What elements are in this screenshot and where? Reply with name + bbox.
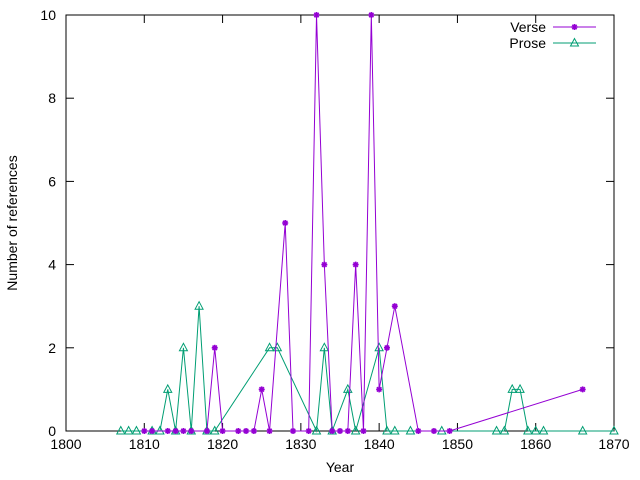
- series-prose: [115, 300, 619, 435]
- data-point-verse: [258, 386, 265, 393]
- data-point-prose: [123, 425, 134, 435]
- data-point-prose: [374, 342, 384, 352]
- data-point-verse: [266, 428, 273, 434]
- data-point-prose: [311, 425, 322, 435]
- data-point-verse: [305, 428, 312, 434]
- x-tick-label: 1850: [442, 436, 473, 452]
- data-point-prose: [515, 383, 525, 393]
- data-point-verse: [430, 428, 437, 434]
- data-point-verse: [360, 428, 367, 434]
- y-axis-label: Number of references: [4, 155, 20, 290]
- series-line-prose: [120, 306, 614, 433]
- legend-swatch-marker: [571, 24, 578, 30]
- y-tick-label: 6: [48, 173, 56, 189]
- data-point-verse: [329, 428, 336, 434]
- data-point-verse: [235, 428, 242, 434]
- data-point-prose: [155, 425, 165, 435]
- x-tick-label: 1830: [285, 436, 316, 452]
- data-point-verse: [313, 12, 320, 18]
- y-tick-label: 4: [48, 257, 56, 273]
- data-point-prose: [405, 425, 416, 435]
- data-point-verse: [219, 428, 226, 434]
- data-point-verse: [250, 428, 257, 434]
- data-point-verse: [203, 428, 210, 434]
- x-tick-label: 1860: [520, 436, 551, 452]
- data-point-verse: [149, 428, 156, 434]
- data-point-verse: [446, 428, 453, 434]
- data-point-verse: [415, 428, 422, 434]
- data-point-prose: [523, 425, 533, 435]
- data-point-verse: [344, 428, 351, 434]
- data-point-verse: [243, 428, 250, 434]
- data-point-verse: [211, 344, 218, 351]
- data-point-prose: [178, 342, 189, 352]
- data-point-prose: [577, 425, 588, 435]
- data-point-prose: [499, 425, 510, 435]
- data-point-verse: [391, 303, 398, 310]
- data-point-verse: [376, 386, 383, 393]
- data-point-prose: [194, 300, 204, 310]
- data-point-verse: [282, 220, 289, 226]
- data-point-prose: [382, 425, 392, 435]
- y-tick-label: 8: [48, 90, 56, 106]
- legend-label: Verse: [510, 19, 546, 35]
- x-tick-label: 1840: [364, 436, 395, 452]
- y-tick-label: 10: [40, 7, 56, 23]
- series-line-verse: [144, 14, 583, 432]
- x-tick-label: 1820: [207, 436, 238, 452]
- y-tick-label: 0: [48, 423, 56, 439]
- data-point-verse: [321, 261, 328, 268]
- series-verse: [141, 12, 586, 434]
- series-layer: [115, 12, 619, 435]
- data-point-verse: [352, 261, 359, 268]
- data-point-prose: [264, 342, 275, 352]
- data-point-prose: [115, 425, 126, 435]
- data-point-prose: [530, 425, 541, 435]
- x-axis-label: Year: [326, 459, 355, 475]
- data-point-prose: [436, 425, 447, 435]
- plot-frame: [65, 14, 615, 432]
- legend-item-verse: Verse: [510, 19, 596, 35]
- x-tick-label: 1800: [50, 436, 81, 452]
- data-point-prose: [272, 342, 283, 352]
- data-point-prose: [389, 425, 400, 435]
- data-point-verse: [290, 428, 297, 434]
- data-point-prose: [209, 425, 220, 435]
- data-point-prose: [350, 425, 361, 435]
- axis-ticks: 1800 1810 1820 1830 1840 1850 1860 1870 0 2 4 6 8 10: [40, 7, 629, 452]
- data-point-verse: [164, 428, 171, 434]
- data-point-verse: [579, 386, 586, 393]
- data-point-prose: [609, 425, 619, 435]
- legend-label: Prose: [509, 35, 546, 51]
- data-point-verse: [180, 428, 187, 434]
- data-point-verse: [141, 428, 148, 434]
- data-point-verse: [337, 428, 343, 434]
- data-point-verse: [368, 12, 375, 18]
- data-point-prose: [319, 342, 330, 352]
- x-tick-label: 1810: [129, 436, 160, 452]
- data-point-prose: [538, 425, 549, 435]
- legend-swatch-marker: [569, 37, 580, 47]
- data-point-verse: [172, 428, 179, 434]
- data-point-verse: [188, 428, 195, 434]
- data-point-prose: [162, 383, 173, 393]
- data-point-prose: [131, 425, 142, 435]
- y-tick-label: 2: [48, 340, 56, 356]
- data-point-verse: [383, 344, 390, 351]
- x-tick-label: 1870: [598, 436, 629, 452]
- data-point-prose: [491, 425, 502, 435]
- data-point-prose: [507, 383, 518, 393]
- legend-item-prose: Prose: [509, 35, 596, 51]
